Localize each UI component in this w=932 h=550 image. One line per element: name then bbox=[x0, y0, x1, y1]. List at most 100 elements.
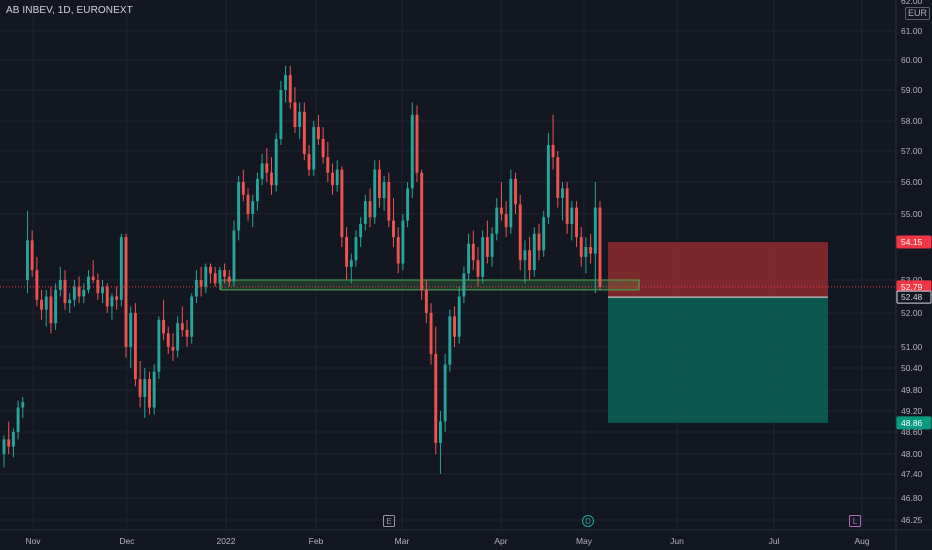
candle bbox=[575, 201, 578, 247]
candle bbox=[589, 233, 593, 264]
candle bbox=[63, 270, 67, 310]
candle-body bbox=[471, 243, 475, 261]
candle bbox=[312, 121, 316, 176]
candle bbox=[241, 169, 245, 202]
x-tick-label: Apr bbox=[494, 536, 507, 546]
candle bbox=[349, 253, 353, 284]
candle-body bbox=[293, 102, 297, 127]
candle bbox=[410, 102, 414, 198]
candle bbox=[570, 201, 574, 241]
y-tick-label: 57.00 bbox=[901, 146, 923, 156]
candle bbox=[363, 194, 367, 231]
price-tag-box bbox=[896, 290, 932, 304]
candle-body bbox=[162, 319, 166, 334]
price-tag: 48.86 bbox=[896, 416, 932, 430]
candle-body bbox=[185, 330, 189, 337]
candle-body bbox=[288, 75, 292, 103]
candle bbox=[237, 175, 241, 241]
candle-body bbox=[415, 114, 419, 173]
earnings-marker[interactable] bbox=[383, 515, 395, 527]
candle bbox=[593, 182, 597, 294]
candle bbox=[485, 220, 489, 264]
candle-body bbox=[335, 169, 339, 186]
candle-body bbox=[91, 276, 95, 280]
candle-body bbox=[68, 299, 72, 304]
candle-body bbox=[260, 163, 264, 179]
split-marker[interactable] bbox=[849, 515, 861, 527]
candle-body bbox=[119, 237, 123, 300]
candle bbox=[171, 333, 175, 361]
candle-body bbox=[176, 323, 180, 351]
candle bbox=[133, 303, 137, 387]
candle-body bbox=[570, 207, 574, 224]
candle bbox=[392, 198, 395, 247]
price-tag: 54.15 bbox=[896, 235, 932, 249]
candle bbox=[213, 266, 217, 287]
support-zone-rect[interactable] bbox=[220, 279, 640, 291]
marker-label: L bbox=[853, 517, 858, 526]
x-tick-label: Dec bbox=[119, 536, 135, 546]
candle bbox=[321, 127, 325, 164]
candle-body bbox=[424, 289, 428, 313]
stop-loss-zone[interactable] bbox=[608, 242, 828, 298]
candle-body bbox=[340, 169, 344, 238]
y-tick-label: 58.00 bbox=[901, 116, 923, 126]
candle bbox=[91, 260, 95, 284]
event-marker[interactable]: E bbox=[383, 515, 395, 527]
candle-body bbox=[302, 111, 306, 155]
candle bbox=[434, 326, 438, 454]
candle-body bbox=[124, 237, 128, 347]
take-profit-zone[interactable] bbox=[608, 297, 828, 423]
candle-body bbox=[349, 260, 353, 267]
candle-body bbox=[443, 364, 447, 422]
candle bbox=[110, 293, 114, 320]
candle bbox=[584, 237, 588, 274]
y-tick-label: 51.00 bbox=[901, 342, 923, 352]
candle bbox=[87, 270, 90, 294]
candle-body bbox=[138, 379, 142, 397]
candle bbox=[504, 201, 508, 238]
candle-body bbox=[579, 237, 583, 257]
candle bbox=[382, 175, 386, 211]
y-tick-label: 46.25 bbox=[901, 515, 923, 525]
y-tick-label: 61.00 bbox=[901, 26, 923, 36]
event-marker[interactable]: D bbox=[582, 515, 594, 527]
candle bbox=[387, 172, 391, 228]
candle bbox=[166, 326, 170, 354]
candle-body bbox=[35, 270, 39, 300]
candle-body bbox=[7, 439, 11, 447]
y-tick-label: 60.00 bbox=[901, 55, 923, 65]
candle bbox=[481, 230, 485, 284]
candle-body bbox=[2, 439, 6, 454]
position-tool[interactable] bbox=[608, 242, 828, 423]
candle-body bbox=[21, 402, 25, 408]
support-zone[interactable] bbox=[220, 279, 640, 291]
candle bbox=[471, 230, 475, 271]
candle-body bbox=[96, 280, 100, 294]
currency-label[interactable]: EUR bbox=[905, 7, 931, 20]
candle bbox=[72, 280, 76, 307]
candle-body bbox=[382, 182, 386, 198]
candle bbox=[448, 309, 452, 372]
candle bbox=[2, 435, 6, 468]
x-tick-label: Feb bbox=[309, 536, 324, 546]
candle-body bbox=[284, 75, 288, 90]
candle-body bbox=[331, 172, 334, 186]
price-tag-box bbox=[896, 235, 932, 249]
event-marker[interactable]: L bbox=[849, 515, 861, 527]
candle-body bbox=[509, 178, 513, 228]
candle bbox=[326, 142, 330, 182]
candle bbox=[199, 266, 203, 297]
candle bbox=[340, 166, 344, 247]
candle-body bbox=[401, 220, 405, 264]
candle bbox=[119, 233, 123, 307]
candle-body bbox=[44, 296, 48, 310]
candle bbox=[54, 283, 58, 330]
candle-body bbox=[77, 286, 81, 297]
candle-body bbox=[237, 182, 241, 231]
candle-body bbox=[218, 270, 222, 284]
candle-body bbox=[213, 273, 217, 284]
dividend-marker[interactable] bbox=[582, 515, 594, 527]
